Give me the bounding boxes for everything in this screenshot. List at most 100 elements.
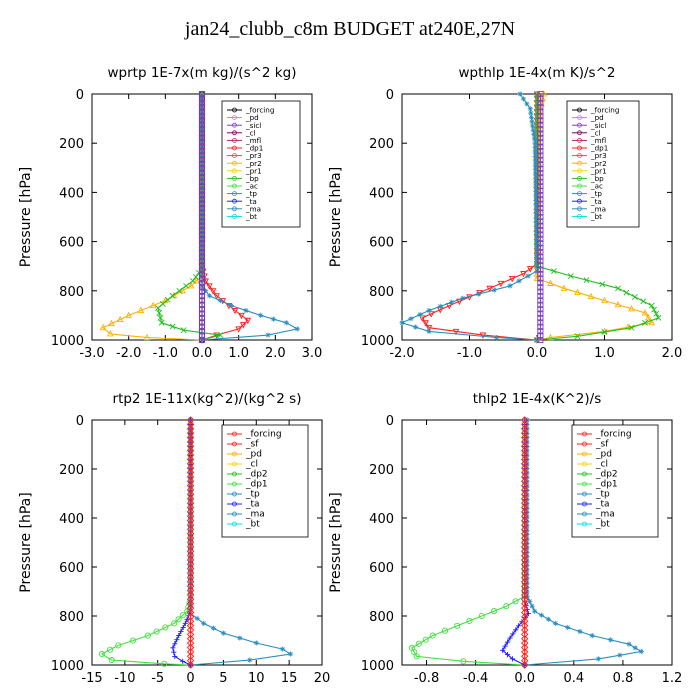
- data-point: [537, 336, 544, 344]
- x-tick-label: 0.0: [514, 671, 535, 686]
- data-point: [533, 211, 539, 217]
- data-point: [533, 219, 539, 226]
- data-point: [509, 656, 516, 662]
- data-point: [530, 127, 536, 133]
- data-point: [99, 323, 107, 331]
- data-point: [628, 324, 635, 331]
- legend-marker: [232, 130, 237, 136]
- data-point: [587, 292, 595, 300]
- data-point: [520, 451, 529, 459]
- legend-entry: _dp1: [245, 144, 263, 153]
- data-point: [520, 534, 529, 542]
- y-axis-label: Pressure [hPa]: [18, 167, 34, 267]
- legend-entry: _ma: [595, 510, 615, 520]
- legend-entry: _bt: [595, 520, 610, 530]
- data-point: [186, 420, 195, 429]
- data-point: [253, 640, 259, 646]
- data-point: [287, 651, 294, 657]
- data-point: [520, 499, 529, 507]
- legend-marker: [232, 153, 237, 159]
- x-tick-label: 0: [186, 671, 194, 686]
- data-point: [158, 319, 165, 326]
- x-tick-label: 1.0: [228, 346, 249, 361]
- data-point: [180, 658, 186, 664]
- data-point: [239, 322, 247, 329]
- data-point: [189, 278, 196, 284]
- data-point: [534, 268, 540, 274]
- x-tick-label: -10: [114, 671, 135, 686]
- data-point: [209, 288, 217, 295]
- series-forcing: [520, 416, 529, 669]
- data-point: [520, 586, 529, 595]
- data-point: [520, 455, 529, 464]
- data-point: [520, 547, 529, 555]
- data-point: [186, 442, 195, 450]
- figure-title: jan24_clubb_c8m BUDGET at240E,27N: [184, 18, 516, 40]
- data-point: [186, 451, 195, 459]
- legend-entry: _pr1: [245, 166, 262, 175]
- data-point: [243, 307, 249, 314]
- data-point: [533, 180, 539, 186]
- data-point: [520, 425, 529, 433]
- data-point: [520, 442, 529, 450]
- legend-entry: _pr2: [245, 159, 262, 168]
- data-point: [524, 589, 530, 595]
- series-sicl: [198, 90, 206, 344]
- data-point: [186, 455, 195, 464]
- data-point: [623, 289, 630, 296]
- panel-title: wprtp 1E-7x(m kg)/(s^2 kg): [108, 65, 297, 81]
- data-point: [648, 318, 656, 326]
- data-point: [186, 525, 195, 534]
- y-tick-label: 0: [386, 88, 394, 103]
- data-point: [180, 624, 186, 631]
- data-point: [516, 278, 522, 284]
- data-point: [533, 91, 541, 98]
- legend: _forcing_pd_sicl_cl_mfl_dp1_pr3_pr2_pr1_…: [221, 100, 301, 228]
- data-point: [648, 302, 655, 309]
- data-point: [186, 490, 195, 499]
- data-point: [178, 628, 184, 635]
- data-point: [540, 90, 548, 97]
- data-point: [520, 521, 529, 529]
- legend-entry: _ta: [245, 197, 257, 206]
- x-tick-label: -2.0: [389, 346, 414, 361]
- data-point: [545, 616, 552, 622]
- legend: _forcing_sf_pd_cl_dp2_dp1_tp_ta_ma_bt: [571, 424, 659, 538]
- series-line: [421, 94, 538, 341]
- data-point: [186, 613, 195, 621]
- data-point: [193, 277, 200, 284]
- data-point: [427, 311, 435, 318]
- data-point: [533, 202, 539, 208]
- legend-marker: [232, 168, 237, 174]
- y-axis-label: Pressure [hPa]: [18, 492, 34, 592]
- data-point: [169, 323, 176, 330]
- data-point: [186, 639, 195, 647]
- data-point: [520, 446, 529, 455]
- legend-entry: _pr3: [245, 151, 262, 160]
- data-point: [108, 657, 115, 664]
- legend-marker: [577, 191, 582, 197]
- data-point: [528, 114, 535, 120]
- legend-entry: _tp: [595, 490, 610, 500]
- legend-marker: [582, 431, 587, 437]
- data-point: [599, 281, 606, 288]
- data-point: [632, 645, 638, 651]
- data-point: [408, 316, 414, 322]
- x-tick-label: -5: [151, 671, 164, 686]
- data-point: [479, 332, 487, 339]
- data-point: [520, 525, 529, 534]
- series-ac: [155, 91, 224, 343]
- data-point: [530, 123, 536, 129]
- legend-entry: _ac: [245, 182, 258, 191]
- x-tick-label: 1.2: [662, 671, 683, 686]
- x-tick-label: 15: [281, 671, 298, 686]
- y-tick-label: 1000: [361, 659, 394, 674]
- data-point: [552, 620, 559, 626]
- data-point: [520, 630, 529, 639]
- data-point: [512, 598, 519, 605]
- data-point: [169, 292, 176, 299]
- data-point: [186, 630, 195, 639]
- data-point: [567, 273, 574, 279]
- data-point: [217, 332, 224, 338]
- data-point: [532, 153, 538, 160]
